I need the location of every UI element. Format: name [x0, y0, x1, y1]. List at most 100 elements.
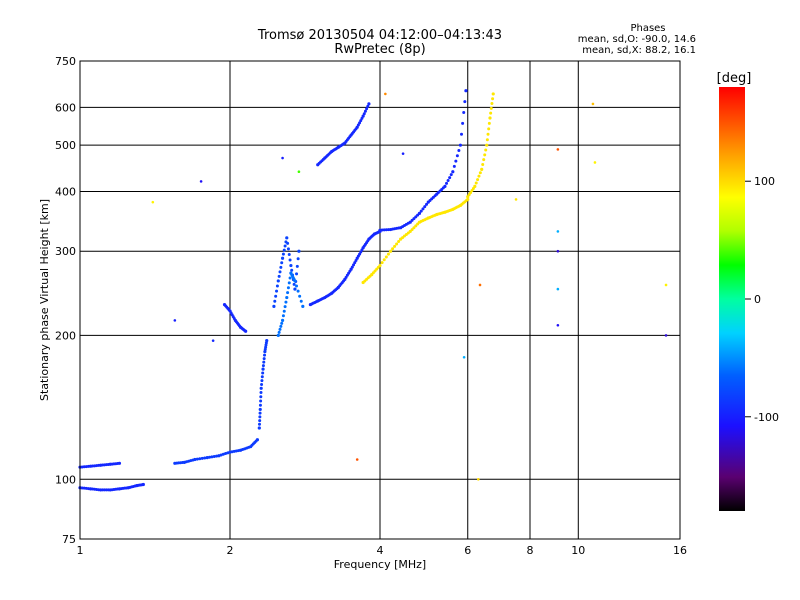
data-point	[485, 143, 489, 147]
data-point	[258, 403, 262, 407]
data-point	[293, 279, 297, 283]
x-tick-label: 2	[227, 544, 234, 557]
data-point	[283, 244, 287, 248]
data-point	[275, 284, 279, 288]
colorbar-tick-label: -100	[754, 411, 779, 424]
data-point	[412, 226, 416, 230]
y-tick-label: 300	[55, 245, 76, 258]
data-point	[244, 329, 248, 333]
x-tick-label: 8	[527, 544, 534, 557]
y-tick-label: 200	[55, 329, 76, 342]
x-tick-label: 10	[571, 544, 585, 557]
data-point	[457, 148, 461, 152]
data-point	[380, 261, 384, 265]
data-point	[258, 411, 262, 415]
data-point	[203, 456, 207, 460]
data-point	[286, 247, 290, 251]
data-point	[282, 248, 286, 252]
data-point	[350, 265, 354, 269]
scatter-point	[664, 283, 668, 287]
scatter-point	[556, 148, 560, 151]
data-point	[451, 170, 455, 174]
data-point	[446, 179, 450, 183]
data-point	[276, 333, 280, 337]
data-point	[356, 123, 360, 127]
scatter-point	[556, 323, 560, 327]
data-point	[490, 102, 494, 106]
data-point	[363, 109, 367, 113]
data-point	[297, 249, 301, 253]
data-point	[141, 482, 145, 487]
stats-block: Phases mean, sd,O: -90.0, 14.6 mean, sd,…	[578, 23, 696, 56]
scatter-point	[199, 180, 203, 183]
data-point	[295, 272, 299, 276]
data-point	[388, 249, 393, 253]
data-point	[463, 100, 467, 104]
data-point	[484, 148, 488, 152]
scatter-point	[401, 152, 405, 155]
scatter-point	[556, 287, 560, 291]
data-point	[278, 270, 282, 274]
colorbar-tick-label: 100	[754, 175, 775, 188]
scatter-point	[173, 319, 177, 322]
data-point	[452, 164, 456, 168]
data-point	[262, 360, 266, 364]
data-point	[353, 261, 357, 265]
data-point	[261, 371, 265, 375]
data-point	[491, 92, 495, 96]
points-layer	[78, 89, 668, 492]
phases-header: Phases	[630, 23, 665, 34]
data-point	[215, 454, 219, 458]
data-point	[255, 438, 260, 442]
scatter-point	[477, 477, 480, 481]
stats-o-line: mean, sd,O: -90.0, 14.6	[578, 34, 696, 45]
data-point	[286, 291, 290, 295]
data-point	[296, 257, 300, 261]
data-point	[410, 228, 414, 232]
data-point	[288, 258, 292, 262]
data-point	[286, 241, 290, 245]
data-point	[455, 154, 459, 158]
data-point	[487, 127, 491, 131]
data-point	[489, 111, 493, 115]
scatter-point	[211, 339, 215, 342]
data-point	[280, 321, 284, 325]
data-point	[272, 304, 276, 308]
x-axis-label: Frequency [MHz]	[334, 558, 426, 571]
data-point	[286, 286, 290, 290]
stats-x-line: mean, sd,X: 88.2, 16.1	[582, 45, 696, 56]
y-axis-label: Stationary phase Virtual Height [km]	[38, 199, 51, 401]
data-point	[487, 121, 491, 125]
grid-layer	[80, 61, 680, 539]
data-point	[259, 399, 263, 403]
data-point	[258, 415, 262, 419]
data-point	[292, 282, 296, 286]
data-point	[299, 299, 303, 303]
data-point	[384, 255, 388, 259]
data-point	[480, 167, 484, 171]
data-point	[362, 112, 366, 116]
plot-frame	[79, 60, 681, 540]
data-point	[378, 263, 382, 268]
data-point	[425, 202, 429, 206]
data-point	[421, 207, 425, 211]
data-point	[262, 357, 266, 361]
y-tick-label: 75	[62, 533, 76, 546]
data-point	[260, 379, 264, 383]
data-point	[478, 171, 482, 175]
data-point	[285, 295, 289, 300]
data-point	[284, 300, 288, 304]
y-tick-label: 750	[55, 55, 76, 68]
data-point	[258, 407, 262, 412]
data-point	[275, 289, 279, 293]
x-tick-label: 16	[673, 544, 687, 557]
x-tick-label: 4	[377, 544, 384, 557]
data-point	[117, 461, 122, 465]
data-point	[195, 457, 199, 461]
data-point	[288, 276, 292, 280]
data-point	[261, 364, 265, 368]
data-point	[352, 263, 356, 267]
data-point	[391, 247, 395, 251]
data-point	[466, 197, 470, 202]
